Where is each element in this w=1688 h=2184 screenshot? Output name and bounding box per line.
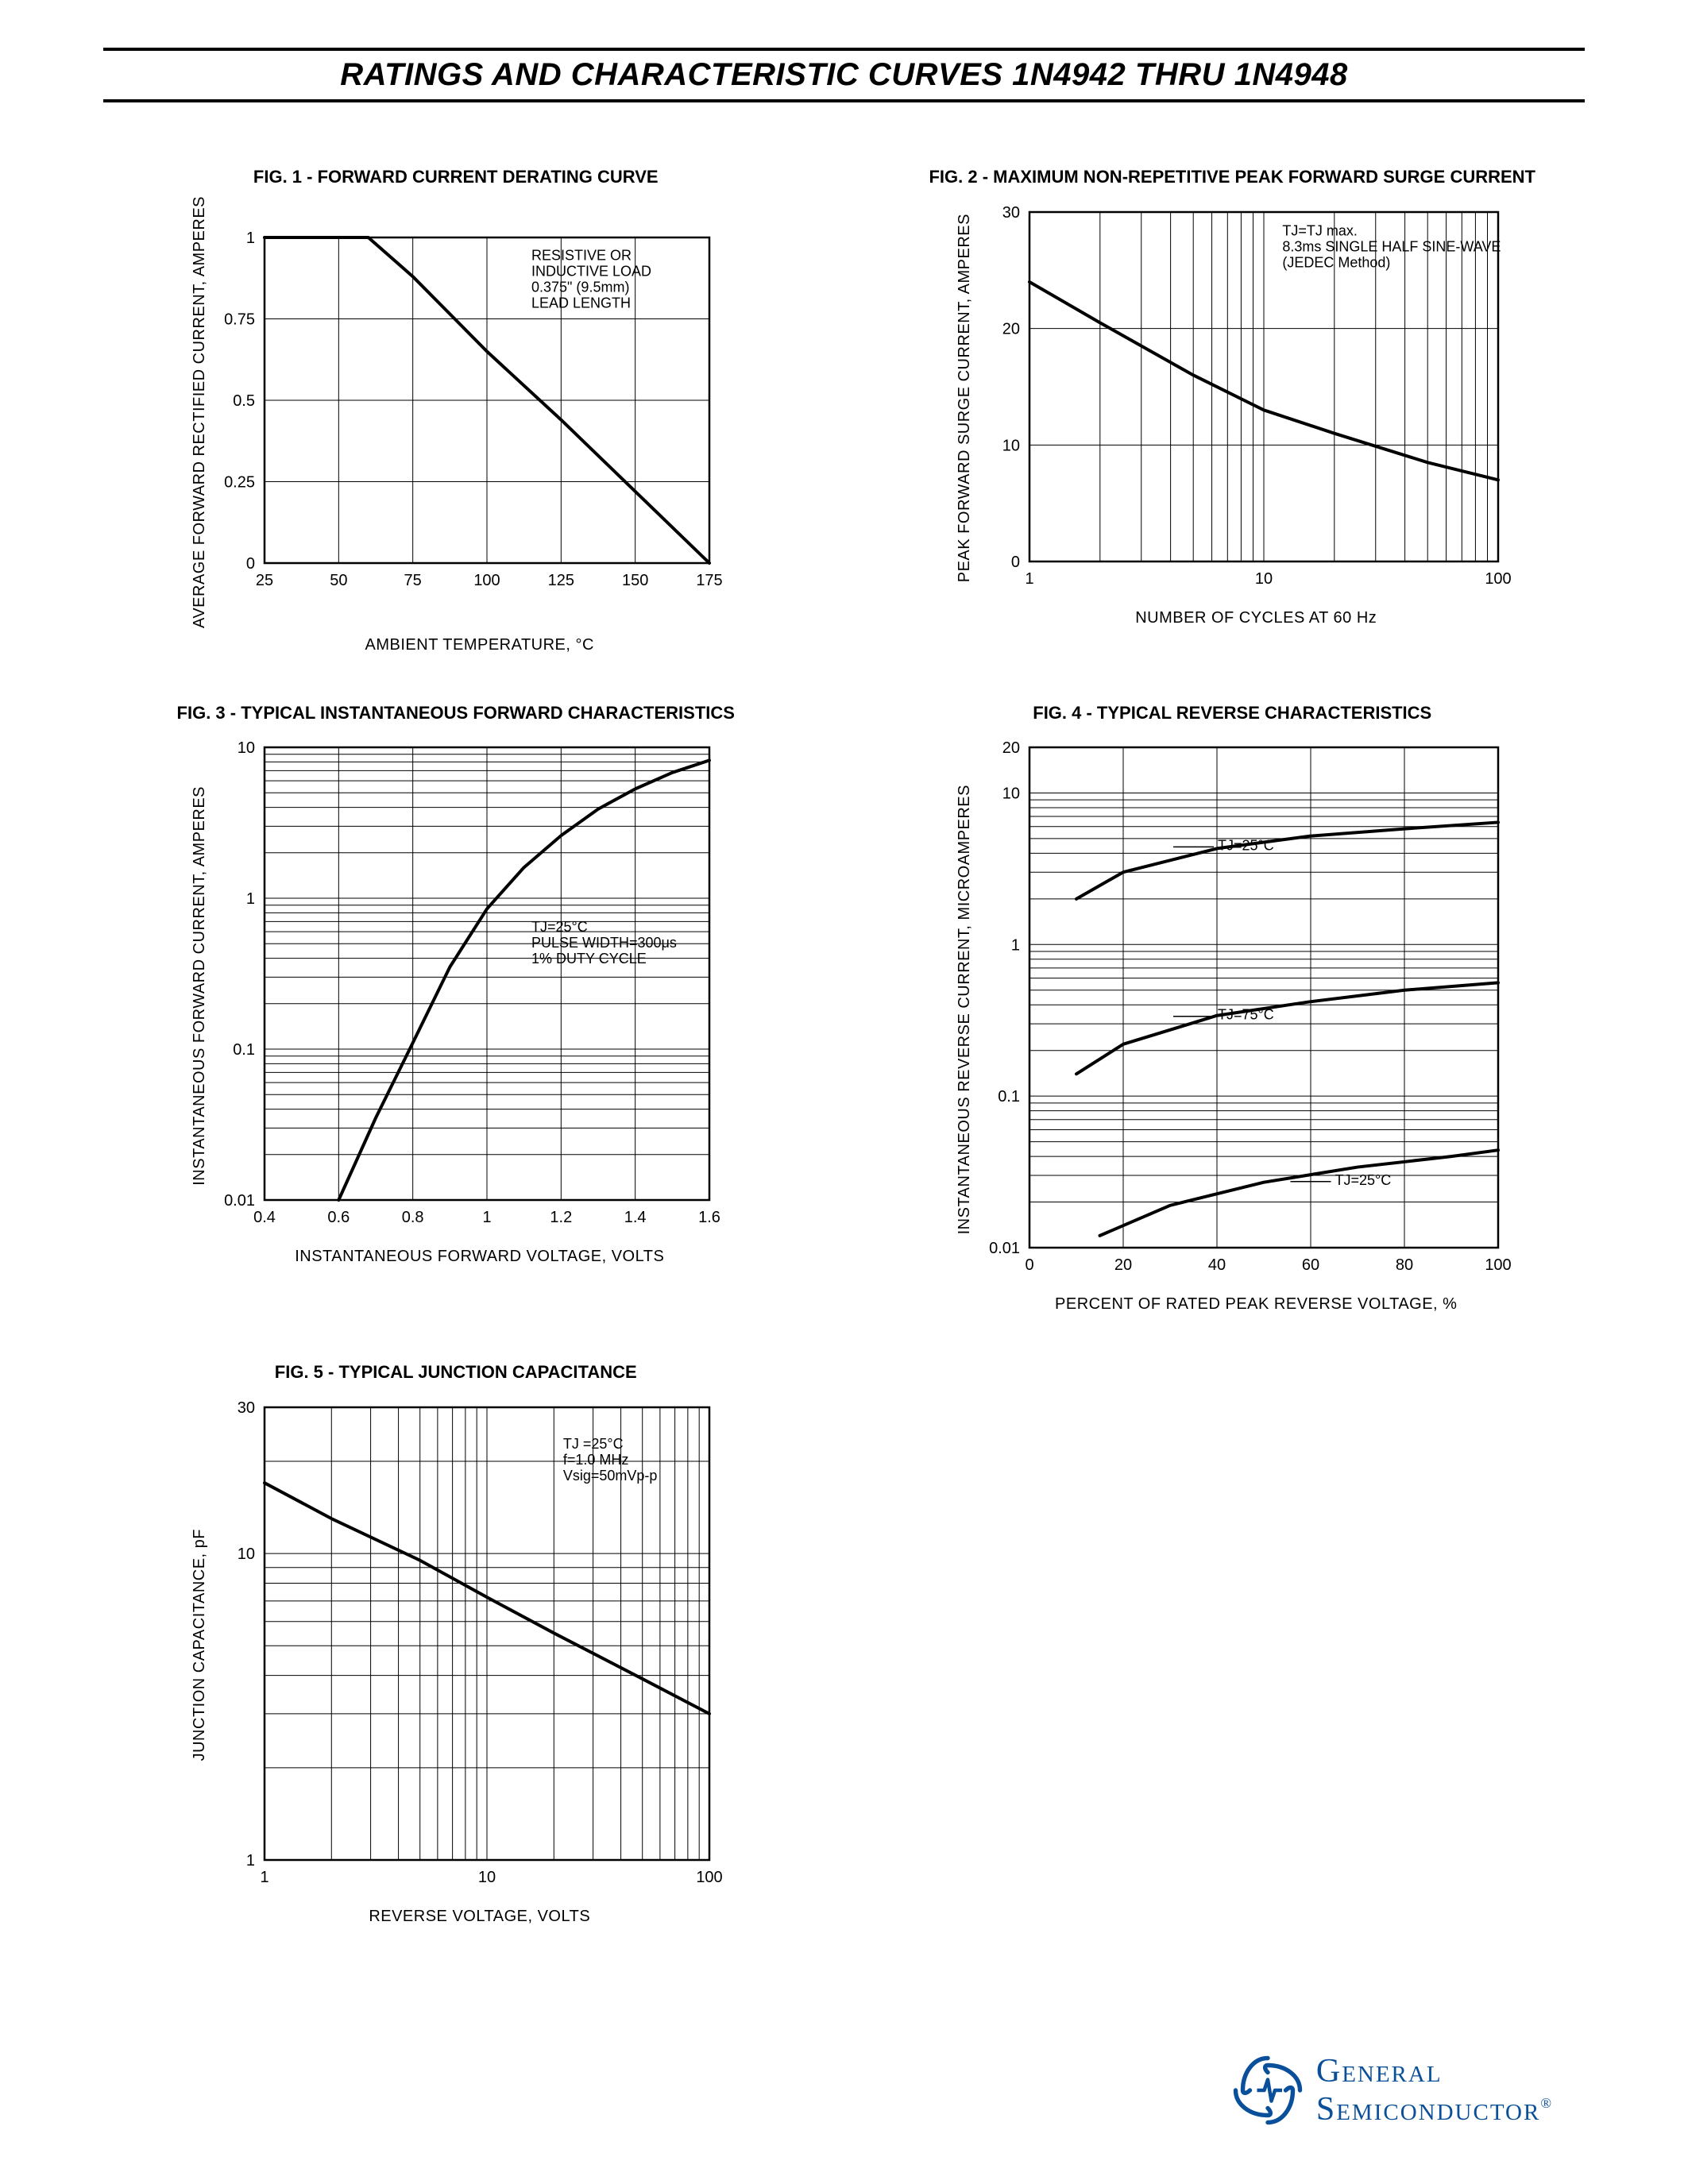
svg-text:1.6: 1.6 xyxy=(698,1209,720,1226)
svg-text:0.01: 0.01 xyxy=(224,1192,255,1210)
fig2-title: FIG. 2 - MAXIMUM NON-REPETITIVE PEAK FOR… xyxy=(880,166,1586,188)
svg-text:100: 100 xyxy=(697,1869,723,1886)
svg-text:0.4: 0.4 xyxy=(253,1209,276,1226)
svg-text:60: 60 xyxy=(1302,1256,1319,1274)
svg-text:TJ=25°CPULSE WIDTH=300μs1% DUT: TJ=25°CPULSE WIDTH=300μs1% DUTY CYCLE xyxy=(531,919,677,967)
fig1-title: FIG. 1 - FORWARD CURRENT DERATING CURVE xyxy=(103,166,809,188)
svg-text:20: 20 xyxy=(1002,320,1020,338)
svg-text:25: 25 xyxy=(256,572,273,589)
fig2-panel: FIG. 2 - MAXIMUM NON-REPETITIVE PEAK FOR… xyxy=(880,166,1586,654)
svg-text:0.5: 0.5 xyxy=(233,392,255,410)
brand-line1: General xyxy=(1316,2052,1553,2090)
svg-text:0.1: 0.1 xyxy=(233,1041,255,1059)
fig2-chart: 1 10 100 0 10 20 30 TJ=TJ max.8.3ms SINGLE HALF… xyxy=(974,196,1514,601)
svg-text:1: 1 xyxy=(246,230,255,247)
svg-text:TJ=TJ max.8.3ms SINGLE HALF SI: TJ=TJ max.8.3ms SINGLE HALF SINE-WAVE(JE… xyxy=(1282,222,1501,270)
svg-text:20: 20 xyxy=(1114,1256,1132,1274)
fig4-title: FIG. 4 - TYPICAL REVERSE CHARACTERISTICS xyxy=(880,702,1586,724)
svg-text:75: 75 xyxy=(404,572,422,589)
svg-text:0.75: 0.75 xyxy=(224,311,255,328)
svg-text:40: 40 xyxy=(1208,1256,1226,1274)
svg-text:175: 175 xyxy=(697,572,723,589)
fig4-panel: FIG. 4 - TYPICAL REVERSE CHARACTERISTICS… xyxy=(880,702,1586,1314)
svg-text:10: 10 xyxy=(1255,570,1273,588)
fig4-chart: 0 20 40 60 80 100 0.01 0.1 1 10 20 TJ=25°C TJ=75°C TJ… xyxy=(974,731,1514,1287)
svg-text:1: 1 xyxy=(246,890,255,908)
chart-grid: FIG. 1 - FORWARD CURRENT DERATING CURVE … xyxy=(103,166,1585,1926)
svg-text:10: 10 xyxy=(238,1545,255,1563)
fig5-panel: FIG. 5 - TYPICAL JUNCTION CAPACITANCE JU… xyxy=(103,1361,809,1926)
svg-text:0.1: 0.1 xyxy=(998,1088,1020,1106)
svg-text:100: 100 xyxy=(1485,570,1511,588)
svg-text:0: 0 xyxy=(1011,554,1020,571)
svg-text:10: 10 xyxy=(238,739,255,757)
fig5-xlabel: REVERSE VOLTAGE, VOLTS xyxy=(151,1908,809,1926)
fig5-ylabel: JUNCTION CAPACITANCE, pF xyxy=(186,1529,209,1761)
svg-text:0.25: 0.25 xyxy=(224,473,255,491)
fig2-xlabel: NUMBER OF CYCLES AT 60 Hz xyxy=(928,609,1586,627)
brand-icon xyxy=(1232,2055,1304,2126)
svg-text:0: 0 xyxy=(246,555,255,573)
fig1-ylabel: AVERAGE FORWARD RECTIFIED CURRENT, AMPER… xyxy=(186,196,209,628)
svg-text:0.01: 0.01 xyxy=(989,1240,1020,1257)
svg-text:0.8: 0.8 xyxy=(402,1209,424,1226)
svg-text:1: 1 xyxy=(1011,936,1020,954)
fig4-xlabel: PERCENT OF RATED PEAK REVERSE VOLTAGE, % xyxy=(928,1295,1586,1314)
svg-text:100: 100 xyxy=(1485,1256,1511,1274)
svg-text:1: 1 xyxy=(246,1852,255,1870)
fig3-panel: FIG. 3 - TYPICAL INSTANTANEOUS FORWARD C… xyxy=(103,702,809,1314)
brand-line2: Semiconductor® xyxy=(1316,2090,1553,2128)
fig5-title: FIG. 5 - TYPICAL JUNCTION CAPACITANCE xyxy=(103,1361,809,1383)
fig3-xlabel: INSTANTANEOUS FORWARD VOLTAGE, VOLTS xyxy=(151,1248,809,1266)
svg-text:150: 150 xyxy=(622,572,648,589)
svg-text:TJ=25°C: TJ=25°C xyxy=(1218,837,1274,853)
svg-text:100: 100 xyxy=(474,572,500,589)
page-title: RATINGS AND CHARACTERISTIC CURVES 1N4942… xyxy=(103,48,1585,102)
svg-text:80: 80 xyxy=(1396,1256,1413,1274)
svg-text:1: 1 xyxy=(1025,570,1033,588)
svg-text:30: 30 xyxy=(238,1399,255,1417)
brand-logo: General Semiconductor® xyxy=(1232,2052,1553,2128)
svg-text:0: 0 xyxy=(1025,1256,1033,1274)
svg-text:0.6: 0.6 xyxy=(328,1209,350,1226)
svg-text:RESISTIVE ORINDUCTIVE LOAD0.37: RESISTIVE ORINDUCTIVE LOAD0.375" (9.5mm)… xyxy=(531,247,651,311)
fig3-ylabel: INSTANTANEOUS FORWARD CURRENT, AMPERES xyxy=(186,786,209,1186)
svg-text:1.2: 1.2 xyxy=(550,1209,573,1226)
svg-text:10: 10 xyxy=(1002,785,1020,802)
svg-text:10: 10 xyxy=(478,1869,496,1886)
fig4-ylabel: INSTANTANEOUS REVERSE CURRENT, MICROAMPE… xyxy=(951,785,974,1234)
svg-text:30: 30 xyxy=(1002,204,1020,222)
fig5-chart: 1 10 100 1 10 30 TJ =25°Cf=1.0 MHzVsig=50mVp-p xyxy=(209,1391,725,1900)
svg-text:TJ =25°Cf=1.0 MHzVsig=50mVp-p: TJ =25°Cf=1.0 MHzVsig=50mVp-p xyxy=(563,1436,658,1484)
svg-text:125: 125 xyxy=(548,572,574,589)
svg-text:1.4: 1.4 xyxy=(624,1209,647,1226)
fig1-xlabel: AMBIENT TEMPERATURE, °C xyxy=(151,636,809,654)
fig1-panel: FIG. 1 - FORWARD CURRENT DERATING CURVE … xyxy=(103,166,809,654)
svg-text:10: 10 xyxy=(1002,437,1020,454)
svg-text:TJ=75°C: TJ=75°C xyxy=(1218,1007,1274,1023)
fig2-ylabel: PEAK FORWARD SURGE CURRENT, AMPERES xyxy=(951,214,974,582)
fig1-chart: 25 50 75 100 125 150 175 0 0.25 0.5 0.75 1 RESISTIVE… xyxy=(209,222,725,603)
svg-text:1: 1 xyxy=(261,1869,269,1886)
svg-text:20: 20 xyxy=(1002,739,1020,757)
svg-text:1: 1 xyxy=(483,1209,492,1226)
fig3-chart: 0.4 0.6 0.8 1 1.2 1.4 1.6 0.01 0.1 1 10 TJ=25°CPULS… xyxy=(209,731,725,1240)
svg-text:50: 50 xyxy=(330,572,347,589)
svg-text:TJ=25°C: TJ=25°C xyxy=(1335,1172,1391,1188)
fig3-title: FIG. 3 - TYPICAL INSTANTANEOUS FORWARD C… xyxy=(103,702,809,724)
